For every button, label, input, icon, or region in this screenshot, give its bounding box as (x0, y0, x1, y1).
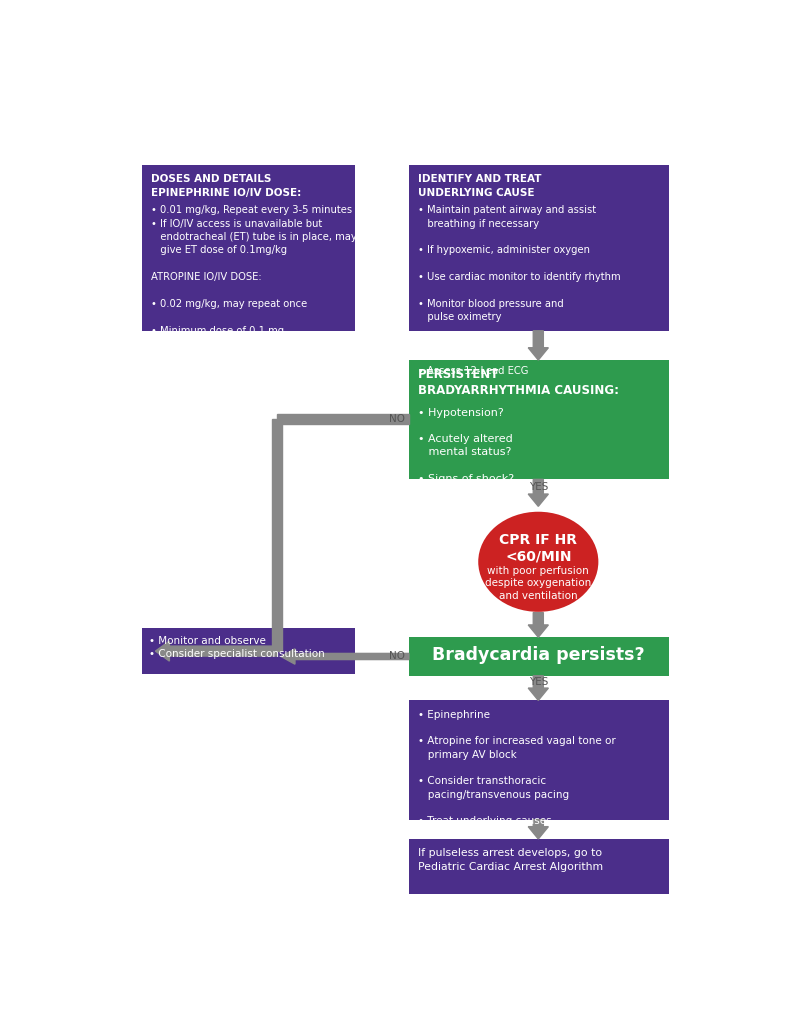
FancyArrow shape (281, 649, 409, 665)
Text: YES: YES (528, 677, 548, 687)
Text: • Maintain patent airway and assist
   breathing if necessary

• If hypoxemic, a: • Maintain patent airway and assist brea… (418, 205, 621, 376)
Ellipse shape (479, 512, 598, 611)
FancyBboxPatch shape (409, 700, 668, 820)
Text: PERSISTENT
BRADYARRHYTHMIA CAUSING:: PERSISTENT BRADYARRHYTHMIA CAUSING: (418, 368, 619, 397)
Text: CPR IF HR
<60/MIN: CPR IF HR <60/MIN (499, 532, 577, 563)
FancyArrow shape (528, 612, 548, 637)
Text: with poor perfusion
despite oxygenation
and ventilation: with poor perfusion despite oxygenation … (485, 565, 592, 601)
FancyBboxPatch shape (409, 165, 668, 331)
FancyBboxPatch shape (409, 637, 668, 676)
FancyBboxPatch shape (142, 628, 354, 674)
Text: • 0.01 mg/kg, Repeat every 3-5 minutes
• If IO/IV access is unavailable but
   e: • 0.01 mg/kg, Repeat every 3-5 minutes •… (151, 205, 357, 362)
FancyArrow shape (528, 676, 548, 700)
Text: • Hypotension?

• Acutely altered
   mental status?

• Signs of shock?: • Hypotension? • Acutely altered mental … (418, 408, 514, 483)
FancyBboxPatch shape (409, 360, 668, 479)
Text: IDENTIFY AND TREAT
UNDERLYING CAUSE: IDENTIFY AND TREAT UNDERLYING CAUSE (418, 174, 542, 199)
FancyArrow shape (528, 479, 548, 506)
FancyArrow shape (528, 820, 548, 839)
FancyArrow shape (277, 415, 409, 424)
Text: Bradycardia persists?: Bradycardia persists? (432, 646, 645, 664)
Text: • Monitor and observe
• Consider specialist consultation: • Monitor and observe • Consider special… (149, 636, 325, 659)
Text: • Epinephrine

• Atropine for increased vagal tone or
   primary AV block

• Con: • Epinephrine • Atropine for increased v… (418, 710, 616, 826)
Text: NO: NO (389, 415, 405, 424)
Text: DOSES AND DETAILS
EPINEPHRINE IO/IV DOSE:: DOSES AND DETAILS EPINEPHRINE IO/IV DOSE… (151, 174, 301, 199)
FancyBboxPatch shape (142, 165, 354, 331)
Text: If pulseless arrest develops, go to
Pediatric Cardiac Arrest Algorithm: If pulseless arrest develops, go to Pedi… (418, 848, 604, 871)
Text: NO: NO (389, 651, 405, 662)
FancyArrow shape (156, 641, 277, 662)
FancyArrow shape (272, 420, 282, 651)
FancyArrow shape (528, 331, 548, 360)
FancyBboxPatch shape (409, 839, 668, 894)
Text: YES: YES (528, 481, 548, 492)
